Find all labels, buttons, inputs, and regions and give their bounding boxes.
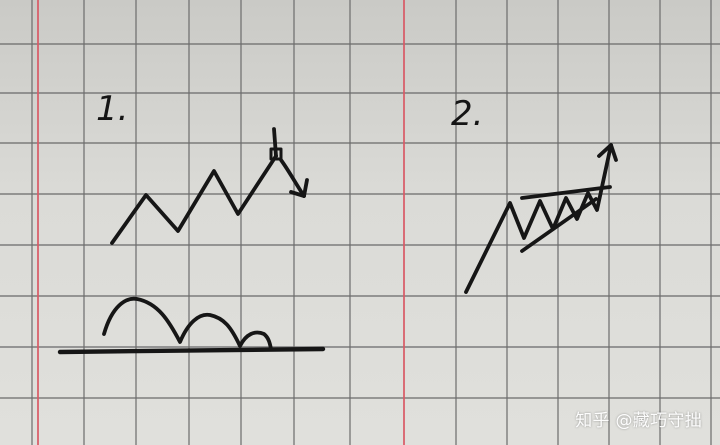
watermark: 知乎 @藏巧守拙 <box>575 411 702 431</box>
sketch-one <box>57 127 326 355</box>
margin-lines <box>37 0 405 445</box>
zigzag-trend-line <box>110 154 278 245</box>
vertical-grid-lines <box>31 0 712 445</box>
upper-triangle-line <box>520 185 612 200</box>
sketch-number-two: 2. <box>451 94 484 134</box>
rounded-top-shape <box>102 296 273 351</box>
sketch-number-one: 1. <box>96 89 129 129</box>
peak-box <box>269 147 283 161</box>
horizontal-grid-lines <box>0 43 720 399</box>
sketch-two <box>464 143 618 294</box>
downward-arrow-shaft <box>279 158 306 198</box>
base-line <box>57 346 326 355</box>
lower-triangle-line <box>520 197 598 253</box>
upward-arrow-head <box>597 143 618 162</box>
peak-marker <box>272 127 278 158</box>
downward-arrow-head <box>289 178 309 198</box>
